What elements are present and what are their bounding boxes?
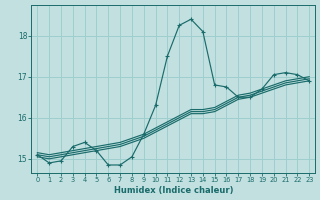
X-axis label: Humidex (Indice chaleur): Humidex (Indice chaleur) (114, 186, 233, 195)
